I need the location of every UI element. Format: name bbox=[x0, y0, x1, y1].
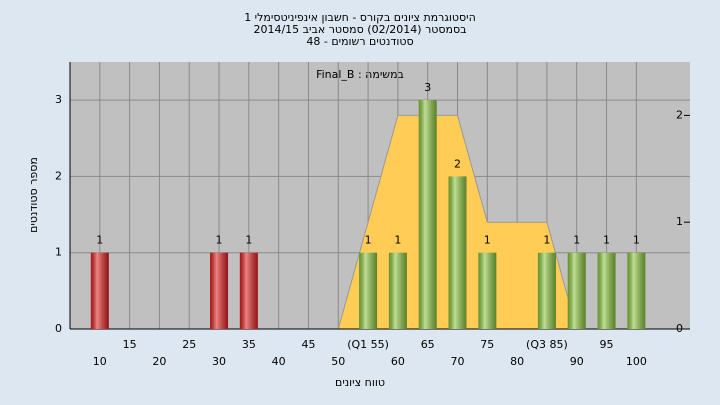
value-label: 3 bbox=[424, 81, 431, 94]
y-axis-label: מספר סטודנטים bbox=[27, 157, 40, 233]
x-tick-label: 20 bbox=[152, 355, 166, 368]
x-tick-label: (Q1 55) bbox=[347, 338, 389, 351]
x-tick-label: 30 bbox=[212, 355, 226, 368]
value-label: 1 bbox=[245, 234, 252, 247]
y2-tick-label: 1 bbox=[676, 215, 683, 228]
value-label: 2 bbox=[454, 157, 461, 170]
x-tick-label: 90 bbox=[570, 355, 584, 368]
x-tick-label: 95 bbox=[600, 338, 614, 351]
x-tick-label: 80 bbox=[510, 355, 524, 368]
bar-shine bbox=[418, 100, 437, 330]
value-label: 1 bbox=[394, 234, 401, 247]
value-label: 1 bbox=[484, 234, 491, 247]
bar-shine bbox=[448, 176, 467, 329]
y-tick-label: 0 bbox=[55, 322, 62, 335]
x-tick-label: 50 bbox=[331, 355, 345, 368]
x-tick-label: 45 bbox=[301, 338, 315, 351]
bar-shine bbox=[239, 252, 258, 329]
bar-shine bbox=[537, 252, 556, 329]
x-tick-label: 65 bbox=[421, 338, 435, 351]
y-tick-label: 3 bbox=[55, 93, 62, 106]
x-tick-label: 15 bbox=[123, 338, 137, 351]
chart-title: סטודנטים רשומים - 48 bbox=[306, 35, 413, 48]
y-tick-label: 2 bbox=[55, 169, 62, 182]
chart-title: בסמסטר (02/2014) סמסטר אביב 2014/15 bbox=[253, 23, 466, 36]
bar-shine bbox=[90, 252, 109, 329]
y-tick-label: 1 bbox=[55, 246, 62, 259]
x-axis-label: טווח ציונים bbox=[335, 376, 385, 389]
x-tick-label: 25 bbox=[182, 338, 196, 351]
value-label: 1 bbox=[603, 234, 610, 247]
bar-shine bbox=[388, 252, 407, 329]
bar-shine bbox=[567, 252, 586, 329]
bar-shine bbox=[359, 252, 378, 329]
x-tick-label: (Q3 85) bbox=[526, 338, 568, 351]
value-label: 1 bbox=[543, 234, 550, 247]
bar-shine bbox=[210, 252, 229, 329]
bar-shine bbox=[627, 252, 646, 329]
value-label: 1 bbox=[216, 234, 223, 247]
bar-shine bbox=[597, 252, 616, 329]
value-label: 1 bbox=[573, 234, 580, 247]
chart-title: היסטוגרמת ציונים בקורס - חשבון אינפיניטס… bbox=[244, 11, 476, 24]
value-label: 1 bbox=[96, 234, 103, 247]
annotation: במשימה : Final_B bbox=[316, 68, 404, 81]
value-label: 1 bbox=[365, 234, 372, 247]
x-tick-label: 75 bbox=[480, 338, 494, 351]
x-tick-label: 100 bbox=[626, 355, 647, 368]
x-tick-label: 70 bbox=[451, 355, 465, 368]
x-tick-label: 60 bbox=[391, 355, 405, 368]
x-tick-label: 40 bbox=[272, 355, 286, 368]
x-tick-label: 35 bbox=[242, 338, 256, 351]
y2-tick-label: 2 bbox=[676, 108, 683, 121]
x-tick-label: 10 bbox=[93, 355, 107, 368]
value-label: 1 bbox=[633, 234, 640, 247]
bar-shine bbox=[478, 252, 497, 329]
